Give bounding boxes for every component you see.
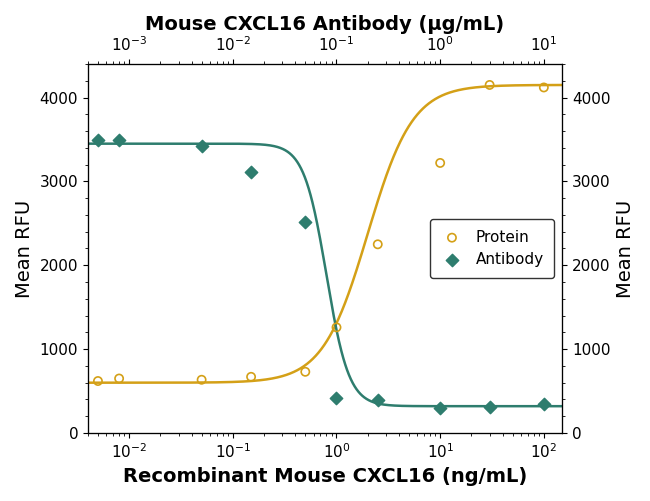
X-axis label: Mouse CXCL16 Antibody (μg/mL): Mouse CXCL16 Antibody (μg/mL) <box>146 15 504 34</box>
Antibody <box>246 168 256 176</box>
Protein <box>93 377 103 385</box>
Antibody <box>114 136 124 144</box>
Protein <box>332 323 342 331</box>
Protein <box>484 81 495 89</box>
X-axis label: Recombinant Mouse CXCL16 (ng/mL): Recombinant Mouse CXCL16 (ng/mL) <box>123 467 527 486</box>
Protein <box>435 159 445 167</box>
Protein <box>372 240 383 248</box>
Protein <box>300 368 311 376</box>
Antibody <box>539 400 549 408</box>
Protein <box>114 374 124 382</box>
Y-axis label: Mean RFU: Mean RFU <box>15 199 34 298</box>
Antibody <box>332 394 342 402</box>
Antibody <box>196 142 207 150</box>
Y-axis label: Mean RFU: Mean RFU <box>616 199 635 298</box>
Antibody <box>435 404 445 412</box>
Antibody <box>372 396 383 404</box>
Protein <box>196 376 207 384</box>
Legend: Protein, Antibody: Protein, Antibody <box>430 219 554 278</box>
Antibody <box>484 403 495 411</box>
Protein <box>539 84 549 92</box>
Antibody <box>93 136 103 144</box>
Protein <box>246 373 256 381</box>
Antibody <box>300 217 311 225</box>
